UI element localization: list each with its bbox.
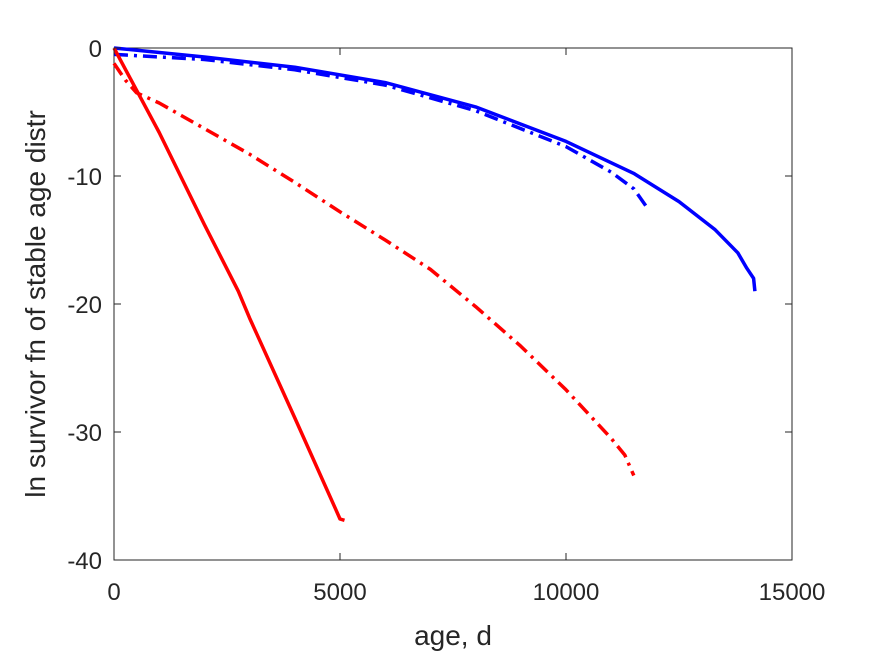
y-axis-ticks: 0 -10 -20 -30 -40 [67, 36, 792, 575]
axes-frame [113, 47, 793, 561]
y-tick-label: 0 [89, 36, 102, 63]
series-line-4 [112, 62, 636, 477]
x-axis-label: age, d [414, 620, 492, 651]
x-tick-label: 0 [107, 579, 120, 606]
y-tick-label: -10 [67, 164, 102, 191]
x-axis-ticks: 0 5000 10000 15000 [107, 48, 825, 606]
y-tick-label: -20 [67, 292, 102, 319]
x-tick-label: 5000 [313, 579, 366, 606]
y-tick-label: -30 [67, 420, 102, 447]
x-tick-label: 15000 [759, 579, 826, 606]
y-tick-label: -40 [67, 548, 102, 575]
series-lines [112, 46, 757, 522]
series-line-3 [112, 47, 345, 522]
plot-area [113, 47, 793, 561]
y-axis-label: ln survivor fn of stable age distr [20, 110, 51, 498]
series-line-1 [113, 46, 757, 292]
series-line-2 [113, 52, 649, 210]
x-tick-label: 10000 [533, 579, 600, 606]
